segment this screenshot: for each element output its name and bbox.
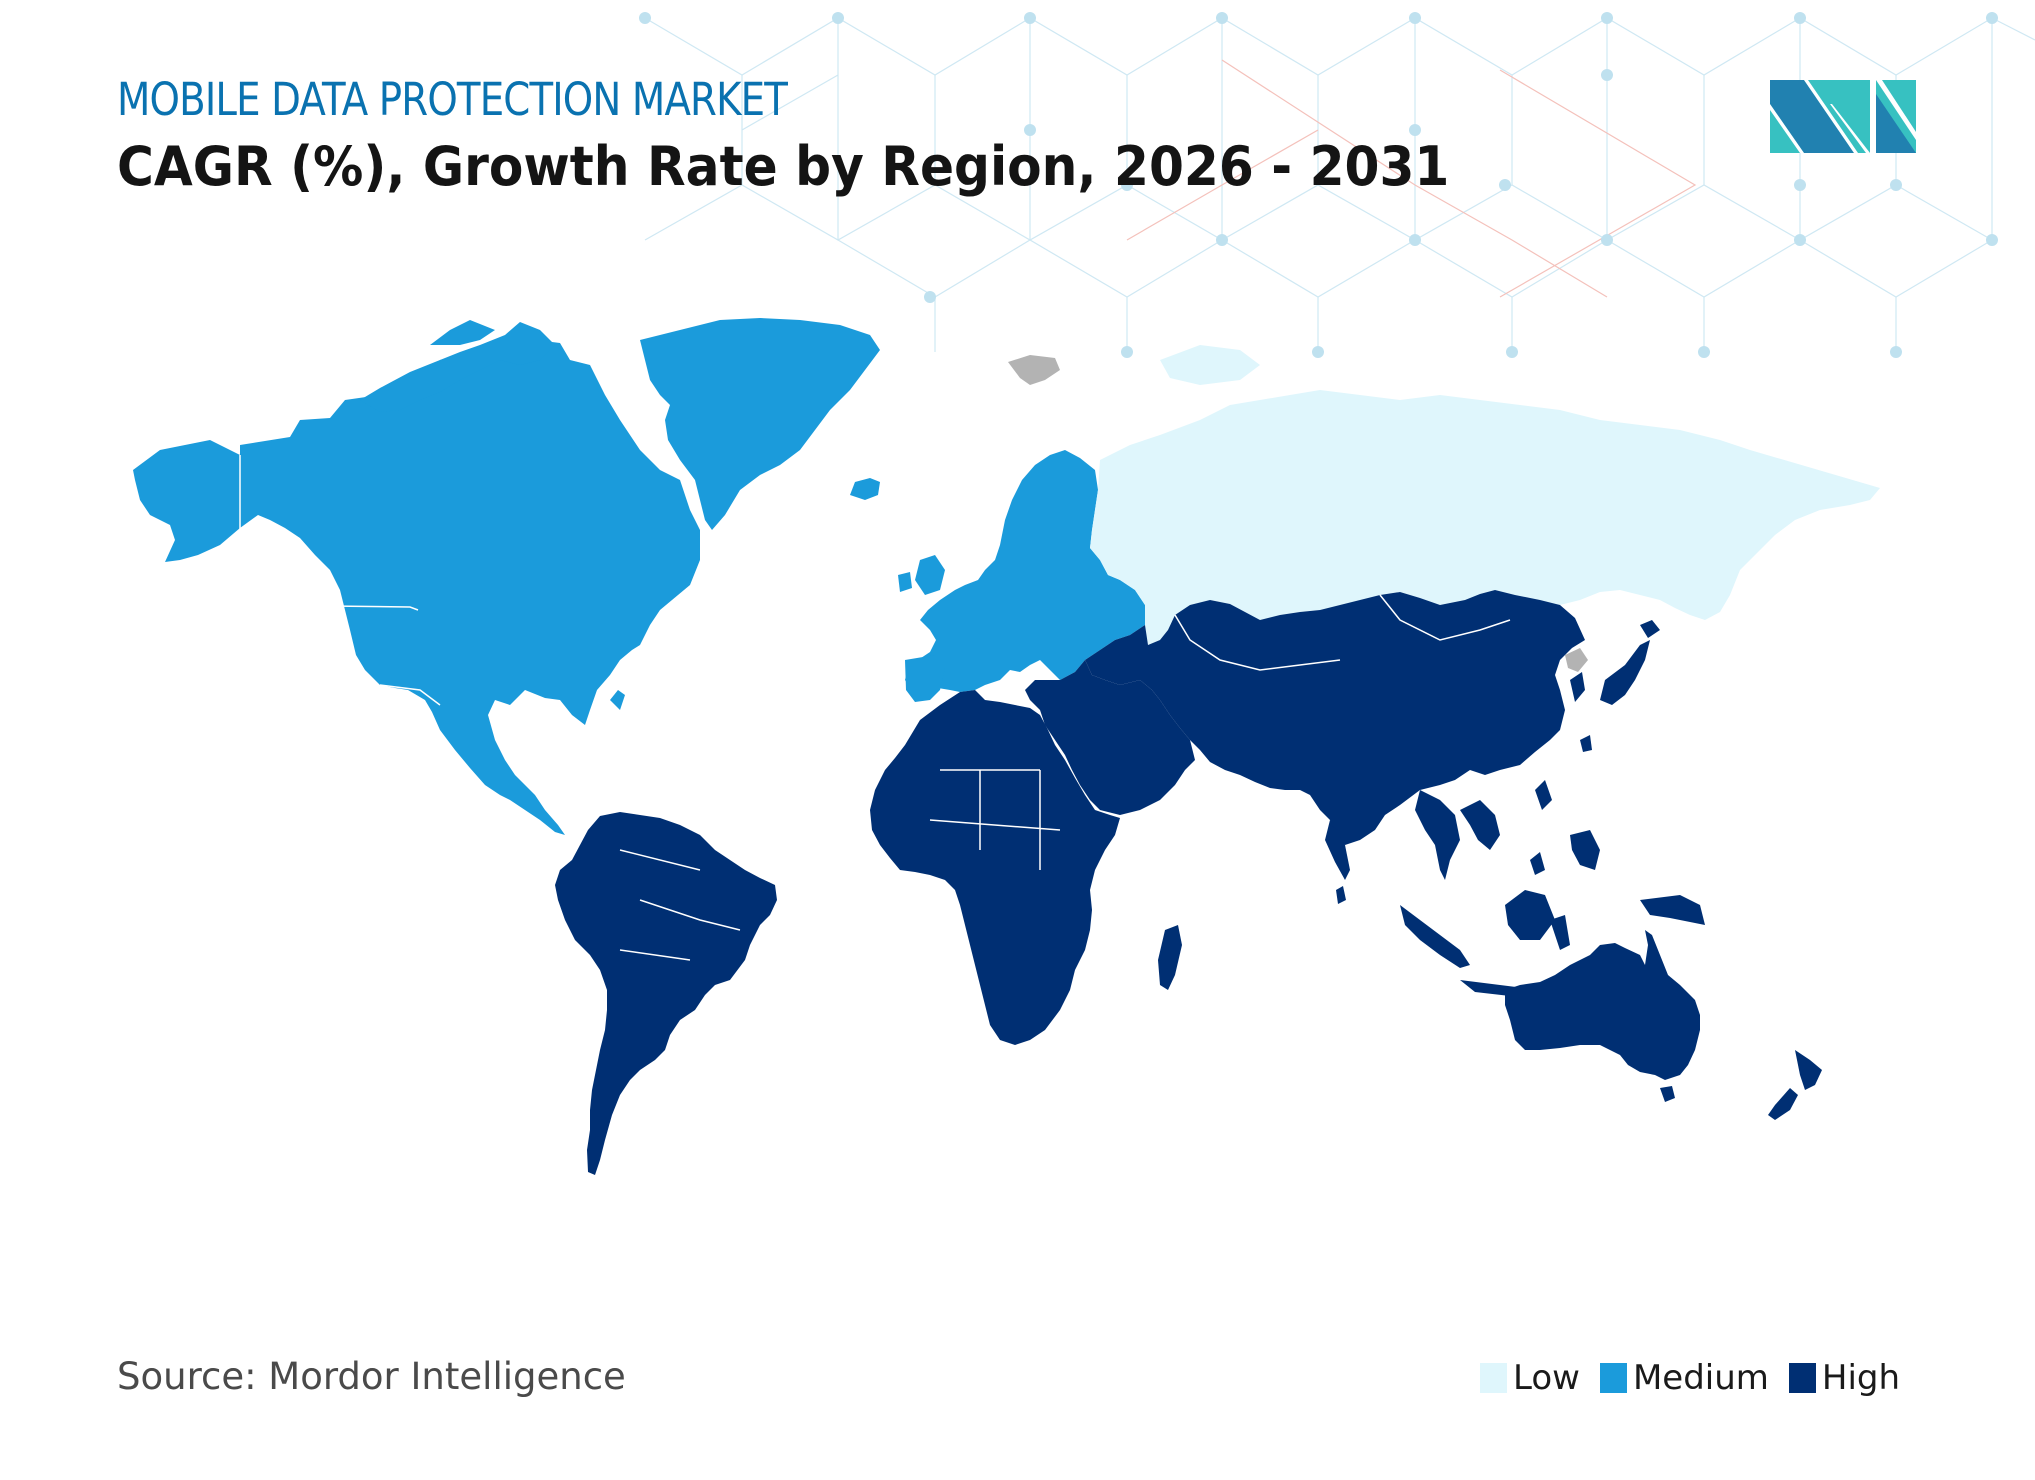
region-europe[interactable] <box>898 450 1145 702</box>
legend-swatch-medium <box>1599 1363 1627 1393</box>
region-oceania[interactable] <box>1505 930 1822 1120</box>
legend-label-high: High <box>1821 1358 1901 1398</box>
region-russia[interactable] <box>1090 345 1880 645</box>
region-middle-east[interactable] <box>1025 660 1195 815</box>
country-borders <box>239 455 1511 961</box>
legend-label-low: Low <box>1513 1358 1580 1398</box>
legend-swatch-low <box>1480 1363 1507 1393</box>
title-block: MOBILE DATA PROTECTION MARKET CAGR (%), … <box>117 72 1550 202</box>
mordor-intelligence-logo-icon <box>1770 80 1916 153</box>
legend-label-medium: Medium <box>1632 1358 1769 1398</box>
legend-item-medium: Medium <box>1599 1358 1769 1398</box>
no-data-areas <box>1008 355 1588 672</box>
legend-swatch-high <box>1788 1363 1816 1393</box>
market-kicker: MOBILE DATA PROTECTION MARKET <box>117 73 788 126</box>
world-choropleth-map <box>133 318 1880 1175</box>
chart-title: CAGR (%), Growth Rate by Region, 2026 - … <box>117 135 1450 198</box>
region-south-america[interactable] <box>555 812 777 1175</box>
background-network-pattern <box>639 12 2035 358</box>
legend-item-low: Low <box>1480 1358 1580 1398</box>
map-legend: Low Medium High <box>1480 1356 1920 1400</box>
legend-item-high: High <box>1788 1358 1901 1398</box>
source-text: Source: Mordor Intelligence <box>117 1355 626 1398</box>
region-north-america[interactable] <box>133 318 880 835</box>
region-africa[interactable] <box>870 690 1182 1045</box>
